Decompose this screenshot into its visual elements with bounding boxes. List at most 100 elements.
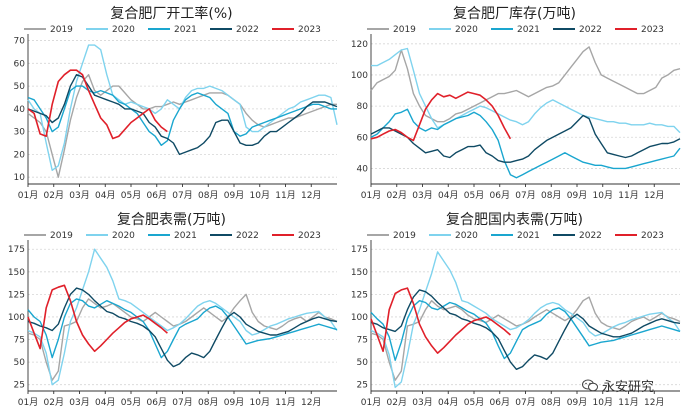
watermark: 永安研究 bbox=[582, 376, 654, 395]
legend-label-2019: 2019 bbox=[50, 231, 73, 241]
y-tick-label: 10 bbox=[14, 173, 26, 183]
x-tick-label: 06月 bbox=[490, 190, 510, 201]
x-tick-label: 10月 bbox=[250, 397, 270, 408]
y-tick-label: 150 bbox=[8, 268, 25, 278]
y-tick-label: 125 bbox=[8, 290, 25, 300]
x-tick-label: 02月 bbox=[44, 190, 64, 201]
series-line-2022 bbox=[370, 114, 681, 163]
legend-label-2022: 2022 bbox=[236, 231, 259, 241]
x-tick-label: 09月 bbox=[567, 190, 587, 201]
y-tick-label: 30 bbox=[14, 128, 26, 138]
x-tick-label: 10月 bbox=[593, 190, 613, 201]
x-tick-label: 04月 bbox=[438, 190, 458, 201]
legend-label-2022: 2022 bbox=[579, 25, 602, 35]
series-line-2022 bbox=[27, 287, 338, 368]
y-tick-label: 100 bbox=[351, 71, 368, 81]
chart-domestic-apparent-demand: 复合肥国内表需(万吨) 2019 2020 2021 2022 2023 25 50 75 100… bbox=[351, 211, 681, 408]
x-tick-label: 11月 bbox=[275, 190, 295, 201]
series-line-2023 bbox=[370, 287, 511, 354]
y-tick-label: 175 bbox=[8, 245, 25, 255]
x-tick-label: 08月 bbox=[198, 397, 218, 408]
x-tick-label: 12月 bbox=[644, 190, 664, 201]
y-tick-label: 120 bbox=[351, 40, 368, 50]
series-line-2021 bbox=[370, 299, 681, 362]
x-tick-label: 01月 bbox=[18, 190, 38, 201]
x-tick-label: 09月 bbox=[567, 397, 587, 408]
y-tick-label: 60 bbox=[14, 59, 26, 69]
chart-title: 复合肥表需(万吨) bbox=[117, 211, 226, 228]
x-tick-label: 03月 bbox=[69, 397, 89, 408]
legend-label-2020: 2020 bbox=[112, 231, 135, 241]
series-line-2020 bbox=[371, 47, 681, 134]
y-tick-label: 50 bbox=[14, 82, 26, 92]
wechat-icon bbox=[582, 379, 598, 392]
y-tick-label: 150 bbox=[351, 268, 368, 278]
chart-apparent-demand: 复合肥表需(万吨) 2019 2020 2021 2022 2023 25 50 75 100 12… bbox=[8, 211, 338, 408]
legend-label-2022: 2022 bbox=[236, 25, 259, 35]
y-tick-label: 75 bbox=[357, 336, 368, 346]
y-tick-label: 175 bbox=[351, 245, 368, 255]
x-tick-label: 07月 bbox=[515, 397, 535, 408]
y-tick-label: 25 bbox=[357, 381, 368, 391]
x-tick-label: 07月 bbox=[172, 397, 192, 408]
x-tick-label: 07月 bbox=[172, 190, 192, 201]
y-tick-label: 80 bbox=[357, 102, 369, 112]
y-tick-label: 40 bbox=[357, 164, 369, 174]
x-tick-label: 05月 bbox=[121, 190, 141, 201]
legend-label-2019: 2019 bbox=[393, 25, 416, 35]
series-line-2020 bbox=[370, 251, 681, 389]
series-line-2022 bbox=[370, 289, 681, 371]
series-line-2019 bbox=[27, 293, 338, 381]
x-tick-label: 08月 bbox=[541, 397, 561, 408]
series-line-2023 bbox=[27, 69, 168, 140]
y-tick-label: 75 bbox=[14, 336, 25, 346]
y-tick-label: 100 bbox=[8, 313, 25, 323]
series-line-2021 bbox=[27, 298, 338, 359]
series-line-2022 bbox=[27, 73, 338, 156]
x-tick-label: 11月 bbox=[275, 397, 295, 408]
x-tick-label: 04月 bbox=[95, 190, 115, 201]
x-tick-label: 05月 bbox=[464, 190, 484, 201]
x-tick-label: 06月 bbox=[147, 190, 167, 201]
x-tick-label: 02月 bbox=[387, 397, 407, 408]
legend-label-2023: 2023 bbox=[641, 25, 664, 35]
y-tick-label: 100 bbox=[351, 313, 368, 323]
x-tick-label: 01月 bbox=[361, 190, 381, 201]
legend-label-2020: 2020 bbox=[455, 25, 478, 35]
chart-title: 复合肥国内表需(万吨) bbox=[446, 211, 583, 228]
x-tick-label: 03月 bbox=[69, 190, 89, 201]
legend-label-2019: 2019 bbox=[50, 25, 73, 35]
series-line-2019 bbox=[370, 296, 681, 381]
x-tick-label: 08月 bbox=[541, 190, 561, 201]
y-tick-label: 60 bbox=[357, 133, 369, 143]
legend-label-2023: 2023 bbox=[641, 231, 664, 241]
x-tick-label: 10月 bbox=[593, 397, 613, 408]
x-tick-label: 05月 bbox=[121, 397, 141, 408]
legend-label-2023: 2023 bbox=[298, 25, 321, 35]
x-tick-label: 11月 bbox=[618, 397, 638, 408]
x-tick-label: 09月 bbox=[224, 190, 244, 201]
x-tick-label: 04月 bbox=[95, 397, 115, 408]
x-tick-label: 06月 bbox=[490, 397, 510, 408]
series-line-2021 bbox=[27, 85, 337, 147]
legend-label-2022: 2022 bbox=[579, 231, 602, 241]
x-tick-label: 04月 bbox=[438, 397, 458, 408]
chart-inventory: 复合肥厂库存(万吨) 2019 2020 2021 2022 2023 40 60 80 100 1… bbox=[351, 5, 681, 201]
legend-label-2020: 2020 bbox=[455, 231, 478, 241]
series-line-2020 bbox=[27, 248, 338, 386]
legend-label-2019: 2019 bbox=[393, 231, 416, 241]
x-tick-label: 10月 bbox=[250, 190, 270, 201]
x-tick-label: 07月 bbox=[515, 190, 535, 201]
series-line-2023 bbox=[27, 284, 168, 353]
legend-label-2021: 2021 bbox=[517, 25, 540, 35]
series-line-2023 bbox=[370, 91, 512, 142]
x-tick-label: 02月 bbox=[44, 397, 64, 408]
x-tick-label: 03月 bbox=[412, 190, 432, 201]
x-tick-label: 12月 bbox=[301, 397, 321, 408]
chart-utilization-rate: 复合肥厂开工率(%) 2019 2020 2021 2022 2023 10 20 30 40 50… bbox=[14, 5, 338, 201]
chart-title: 复合肥厂库存(万吨) bbox=[453, 5, 576, 22]
y-tick-label: 50 bbox=[357, 358, 369, 368]
y-tick-label: 50 bbox=[14, 358, 26, 368]
legend-label-2023: 2023 bbox=[298, 231, 321, 241]
